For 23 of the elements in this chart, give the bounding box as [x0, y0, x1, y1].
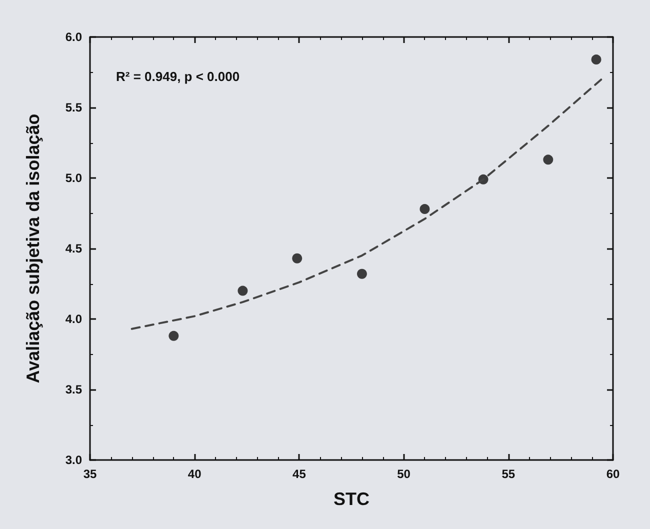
point [238, 286, 248, 296]
x-tick-label: 40 [188, 467, 202, 481]
y-tick-label: 6.0 [65, 30, 82, 44]
x-tick-label: 55 [502, 467, 516, 481]
x-tick-label: 50 [397, 467, 411, 481]
point [543, 154, 554, 165]
x-tick-label: 35 [83, 467, 97, 481]
x-axis-title: STC [334, 489, 370, 509]
annotation: R² = 0.949, p < 0.000 [116, 69, 240, 84]
point [591, 54, 602, 65]
y-tick-label: 3.0 [65, 453, 82, 467]
point [356, 268, 367, 279]
point [168, 330, 179, 341]
y-tick-label: 4.0 [65, 312, 82, 326]
x-tick-label: 60 [606, 467, 620, 481]
y-tick-label: 5.0 [65, 171, 82, 185]
y-tick-label: 3.5 [65, 382, 82, 396]
y-axis-title: Avaliação subjetiva da isolação [23, 114, 43, 384]
y-tick-label: 5.5 [65, 100, 82, 114]
point [292, 253, 302, 264]
point [420, 204, 430, 214]
y-tick-label: 4.5 [65, 242, 82, 256]
x-tick-label: 45 [292, 467, 306, 481]
